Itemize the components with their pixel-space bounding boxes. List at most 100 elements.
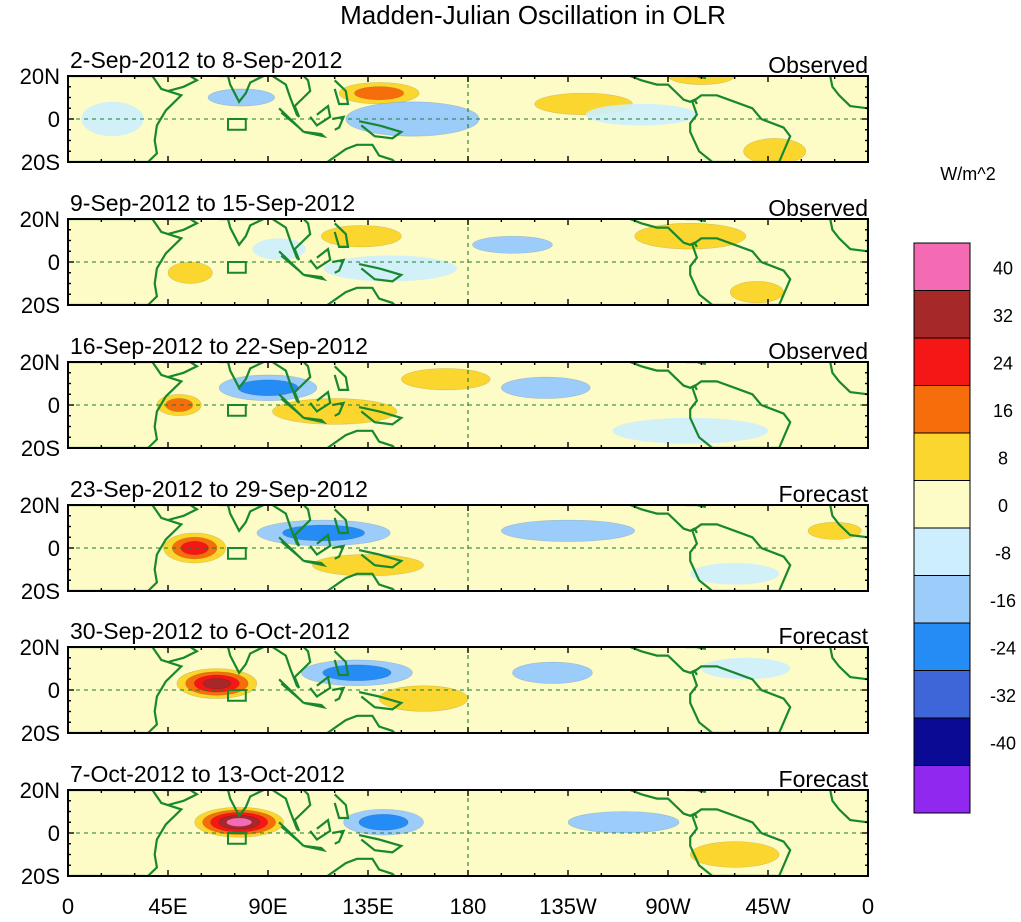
anomaly-1 [321, 225, 402, 248]
coastline [689, 808, 792, 876]
coastline [689, 523, 792, 591]
coastline [319, 857, 396, 876]
anomaly-contour [358, 814, 409, 831]
coastline [829, 219, 868, 253]
panel-6: 20N 0 20S 7-Oct-2012 to 13-Oct-2012 Forecast [20, 761, 869, 889]
x-axis: 0 45E 90E 135E 180 135W 90W 45W 0 [62, 894, 874, 919]
coastline [689, 380, 792, 448]
panels-group: 20N 0 20S 2-Sep-2012 to 8-Sep-2012 Observed 2… [20, 47, 869, 889]
y-tick-label: 20S [21, 721, 60, 746]
coastline [333, 365, 350, 391]
coastline [689, 237, 792, 305]
anomaly-contour [501, 519, 635, 542]
coastline [358, 263, 404, 283]
coastline [358, 406, 404, 426]
anomaly-1 [338, 82, 420, 105]
panel-period: 16-Sep-2012 to 22-Sep-2012 [70, 333, 368, 359]
legend-swatch [913, 242, 971, 291]
y-tick-label: 20N [20, 493, 60, 518]
coastline [68, 362, 184, 448]
anomaly-contour [567, 811, 680, 834]
coastline [358, 834, 404, 854]
panel-period: 30-Sep-2012 to 6-Oct-2012 [70, 618, 350, 644]
anomaly-3 [567, 811, 680, 834]
anomaly-5 [807, 521, 862, 540]
index-box [227, 118, 247, 131]
y-tick-label: 0 [48, 107, 60, 132]
legend-swatch [913, 670, 971, 719]
coastline [271, 505, 312, 547]
coastlines [68, 790, 868, 876]
coastline [278, 678, 305, 704]
legend-level-label: -16 [990, 591, 1016, 611]
anomaly-4 [501, 519, 635, 542]
anomaly-1 [156, 393, 202, 417]
panel-kind: Forecast [779, 481, 869, 507]
coastline [332, 686, 346, 702]
coastline [309, 818, 332, 841]
anomaly-contour [81, 101, 144, 137]
panel-2: 20N 0 20S 9-Sep-2012 to 15-Sep-2012 Observed [20, 190, 869, 318]
index-box [227, 547, 247, 560]
coastline [358, 691, 404, 711]
x-tick-label: 135W [539, 894, 597, 919]
legend-swatch [913, 432, 971, 481]
coastline [271, 790, 312, 832]
coastline [163, 647, 200, 664]
anomaly-contour [690, 563, 780, 585]
coastline [319, 143, 396, 162]
legend-level-label: 0 [998, 496, 1008, 516]
coastlines [68, 505, 868, 591]
coastline [163, 76, 200, 93]
legend-level-label: -32 [990, 686, 1016, 706]
y-tick-label: 20S [21, 293, 60, 318]
legend-swatch [913, 765, 971, 814]
legend-swatch [913, 717, 971, 766]
coastline [309, 247, 332, 270]
panel-period: 2-Sep-2012 to 8-Sep-2012 [70, 47, 342, 73]
coastline [333, 222, 350, 248]
panel-4: 20N 0 20S 23-Sep-2012 to 29-Sep-2012 Forecas… [20, 476, 869, 604]
anomaly-contour [501, 376, 591, 399]
coastline [303, 273, 328, 282]
anomaly-1 [163, 532, 227, 564]
coastline [278, 536, 305, 562]
anomaly-4 [512, 661, 593, 684]
anomaly-contour [729, 281, 784, 304]
legend-level-label: 24 [993, 354, 1013, 374]
coastline [68, 76, 184, 162]
coastline [333, 793, 350, 820]
coastline [303, 130, 328, 139]
anomaly-contour [689, 841, 780, 868]
anomaly-contour [226, 817, 253, 827]
coastline [219, 362, 265, 390]
y-tick-label: 0 [48, 536, 60, 561]
coastline [358, 549, 404, 569]
anomaly-5 [701, 657, 791, 680]
x-tick-label: 135E [342, 894, 393, 919]
coastline [271, 647, 312, 689]
anomaly-5 [501, 376, 591, 399]
anomaly-contour [322, 664, 392, 682]
coastline [309, 104, 332, 127]
panel-kind: Observed [768, 52, 868, 78]
coastline [332, 115, 346, 131]
y-tick-label: 20N [20, 350, 60, 375]
coastline [332, 401, 346, 417]
coastline [333, 79, 350, 106]
coastline [689, 94, 792, 162]
y-tick-label: 20S [21, 150, 60, 175]
y-tick-label: 20N [20, 778, 60, 803]
legend-swatch [913, 527, 971, 576]
coastline [278, 250, 305, 276]
anomaly-field [163, 519, 862, 585]
coastline [219, 505, 265, 533]
anomaly-contour [612, 417, 768, 444]
y-tick-label: 20S [21, 864, 60, 889]
panel-kind: Forecast [779, 623, 869, 649]
panel-kind: Forecast [779, 766, 869, 792]
index-box [227, 832, 247, 845]
coastline [68, 790, 184, 876]
panel-period: 7-Oct-2012 to 13-Oct-2012 [70, 761, 345, 787]
